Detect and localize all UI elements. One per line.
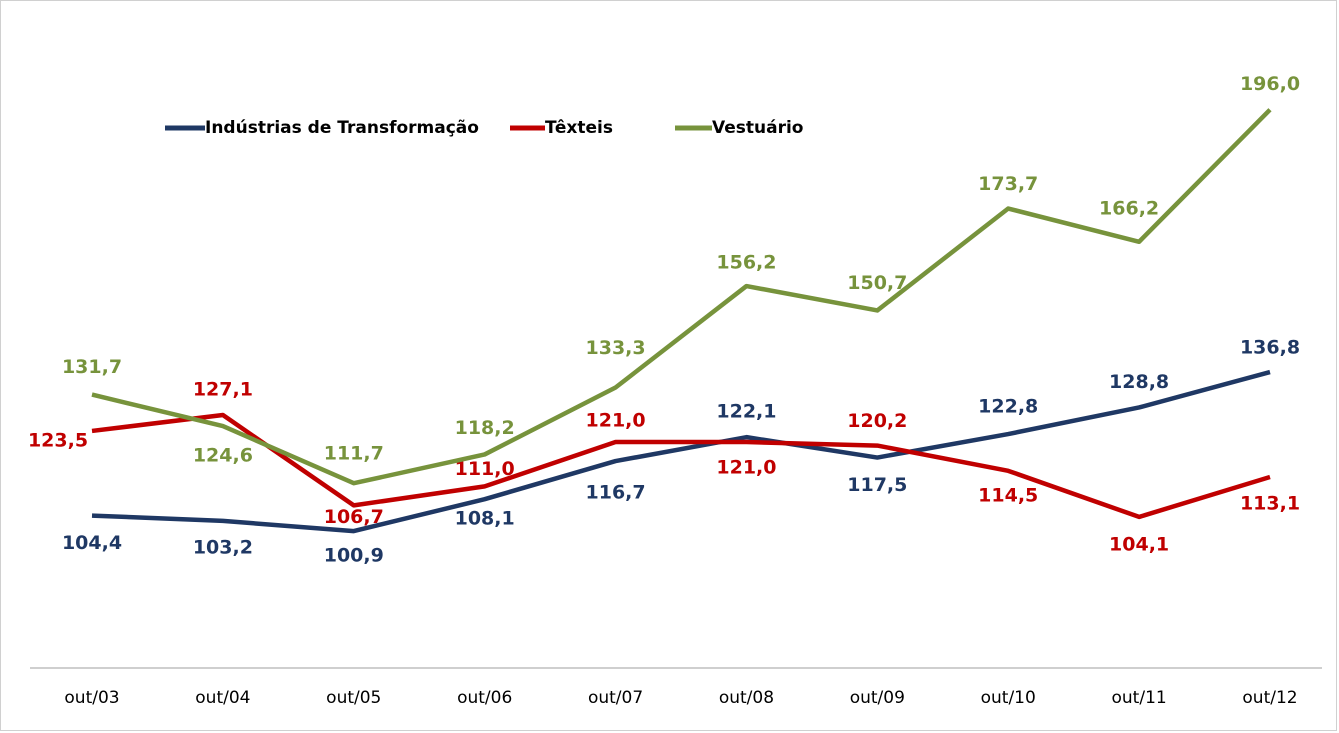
data-label: 196,0 — [1240, 73, 1300, 95]
x-tick-label: out/09 — [850, 688, 905, 708]
data-label: 131,7 — [62, 356, 122, 378]
x-tick-label: out/08 — [719, 688, 774, 708]
x-tick-label: out/11 — [1112, 688, 1167, 708]
legend-label: Vestuário — [712, 118, 803, 138]
data-label: 123,5 — [28, 429, 88, 451]
data-label: 106,7 — [324, 506, 384, 528]
x-tick-label: out/03 — [64, 688, 119, 708]
x-tick-label: out/10 — [981, 688, 1036, 708]
data-label: 133,3 — [586, 337, 646, 359]
data-label: 114,5 — [978, 484, 1038, 506]
data-label: 124,6 — [193, 445, 253, 467]
x-tick-label: out/04 — [195, 688, 250, 708]
x-tick-label: out/06 — [457, 688, 512, 708]
x-tick-label: out/12 — [1242, 688, 1297, 708]
series-line — [91, 369, 1271, 534]
data-label: 122,8 — [978, 396, 1038, 418]
data-label: 166,2 — [1099, 197, 1159, 219]
x-tick-label: out/07 — [588, 688, 643, 708]
series-line — [91, 108, 1272, 486]
data-label: 150,7 — [847, 272, 907, 294]
data-label: 100,9 — [324, 545, 384, 567]
data-label: 104,1 — [1109, 533, 1169, 555]
data-label: 118,2 — [455, 417, 515, 439]
data-label: 127,1 — [193, 379, 253, 401]
data-label: 103,2 — [193, 536, 253, 558]
data-label: 121,0 — [586, 410, 646, 432]
data-label: 117,5 — [847, 474, 907, 496]
legend-label: Indústrias de Transformação — [205, 118, 479, 138]
data-label: 108,1 — [455, 508, 515, 530]
data-label: 120,2 — [847, 410, 907, 432]
data-label: 173,7 — [978, 173, 1038, 195]
data-label: 116,7 — [586, 482, 646, 504]
legend-label: Têxteis — [545, 118, 613, 138]
data-label: 111,7 — [324, 443, 384, 465]
data-label: 111,0 — [455, 458, 515, 480]
data-label: 113,1 — [1240, 493, 1300, 515]
data-label: 156,2 — [716, 252, 776, 274]
data-label: 122,1 — [716, 401, 776, 423]
x-tick-label: out/05 — [326, 688, 381, 708]
data-label: 136,8 — [1240, 337, 1300, 359]
data-label: 104,4 — [62, 532, 122, 554]
data-label: 128,8 — [1109, 371, 1169, 393]
series-line — [91, 412, 1271, 520]
data-label: 121,0 — [716, 457, 776, 479]
